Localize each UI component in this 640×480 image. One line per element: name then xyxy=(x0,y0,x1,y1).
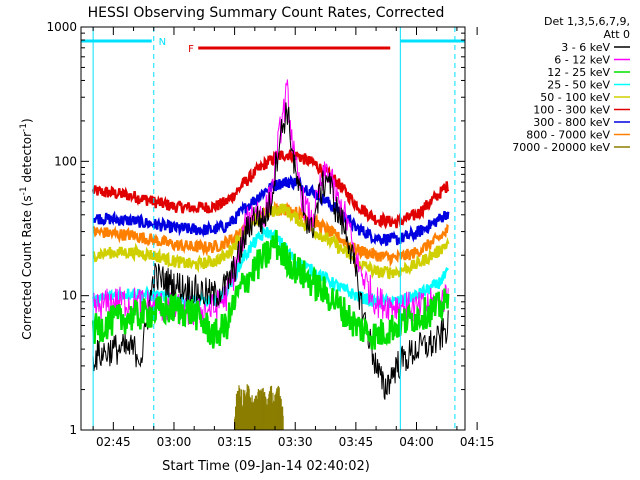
series-0 xyxy=(91,149,450,230)
y-axis-label-mid: detector xyxy=(20,132,34,187)
legend-label: 300 - 800 keV xyxy=(533,116,610,129)
series-line xyxy=(92,79,449,326)
y-tick-label: 1000 xyxy=(46,20,77,34)
chart-title: HESSI Observing Summary Count Rates, Cor… xyxy=(88,5,445,21)
y-axis-label-sup2: -1 xyxy=(19,123,29,132)
y-tick-label: 10 xyxy=(62,289,77,303)
legend-label: 800 - 7000 keV xyxy=(526,129,610,142)
series-6 xyxy=(92,102,449,400)
y-tick-label: 1 xyxy=(69,423,77,437)
x-tick-label: 02:45 xyxy=(96,435,131,449)
x-tick-label: 03:30 xyxy=(278,435,313,449)
x-tick-label: 03:00 xyxy=(157,435,192,449)
night-label: N xyxy=(159,37,166,48)
legend-label: 50 - 100 keV xyxy=(540,91,610,104)
y-axis-label-end: ) xyxy=(20,118,34,123)
plot-area xyxy=(91,79,450,430)
series-line xyxy=(91,149,450,230)
axes: 02:45 03:00 03:15 03:30 03:45 04:00 04:15 1 10 10… xyxy=(46,20,494,449)
series-5 xyxy=(92,79,449,326)
x-tick-label: 03:45 xyxy=(339,435,374,449)
y-axis-label-sup1: -1 xyxy=(19,186,29,195)
legend-label: 7000 - 20000 keV xyxy=(512,141,610,154)
plot-frame xyxy=(80,26,466,431)
legend-header-attenuator: Att 0 xyxy=(604,28,630,41)
series-line xyxy=(92,102,449,400)
x-tick-label: 04:00 xyxy=(399,435,434,449)
series-line xyxy=(91,229,450,350)
x-axis-label: Start Time (09-Jan-14 02:40:02) xyxy=(162,459,370,474)
series-8 xyxy=(234,384,284,430)
x-tick-label: 04:15 xyxy=(460,435,495,449)
legend-label: 25 - 50 keV xyxy=(547,79,610,92)
orbit-annotations: NF xyxy=(81,27,465,430)
flare-label: F xyxy=(188,44,194,55)
y-tick-label: 100 xyxy=(54,154,77,168)
legend-label: 3 - 6 keV xyxy=(561,41,610,54)
legend-header-detectors: Det 1,3,5,6,7,9, xyxy=(544,15,630,28)
y-axis-label: Corrected Count Rate (s-1 detector-1) xyxy=(19,118,34,339)
x-tick-label: 03:15 xyxy=(217,435,252,449)
legend-label: 12 - 25 keV xyxy=(547,66,610,79)
series-7 xyxy=(91,229,450,350)
legend-label: 100 - 300 keV xyxy=(533,104,610,117)
legend-label: 6 - 12 keV xyxy=(554,54,610,67)
y-axis-label-main: Corrected Count Rate (s xyxy=(20,195,34,339)
